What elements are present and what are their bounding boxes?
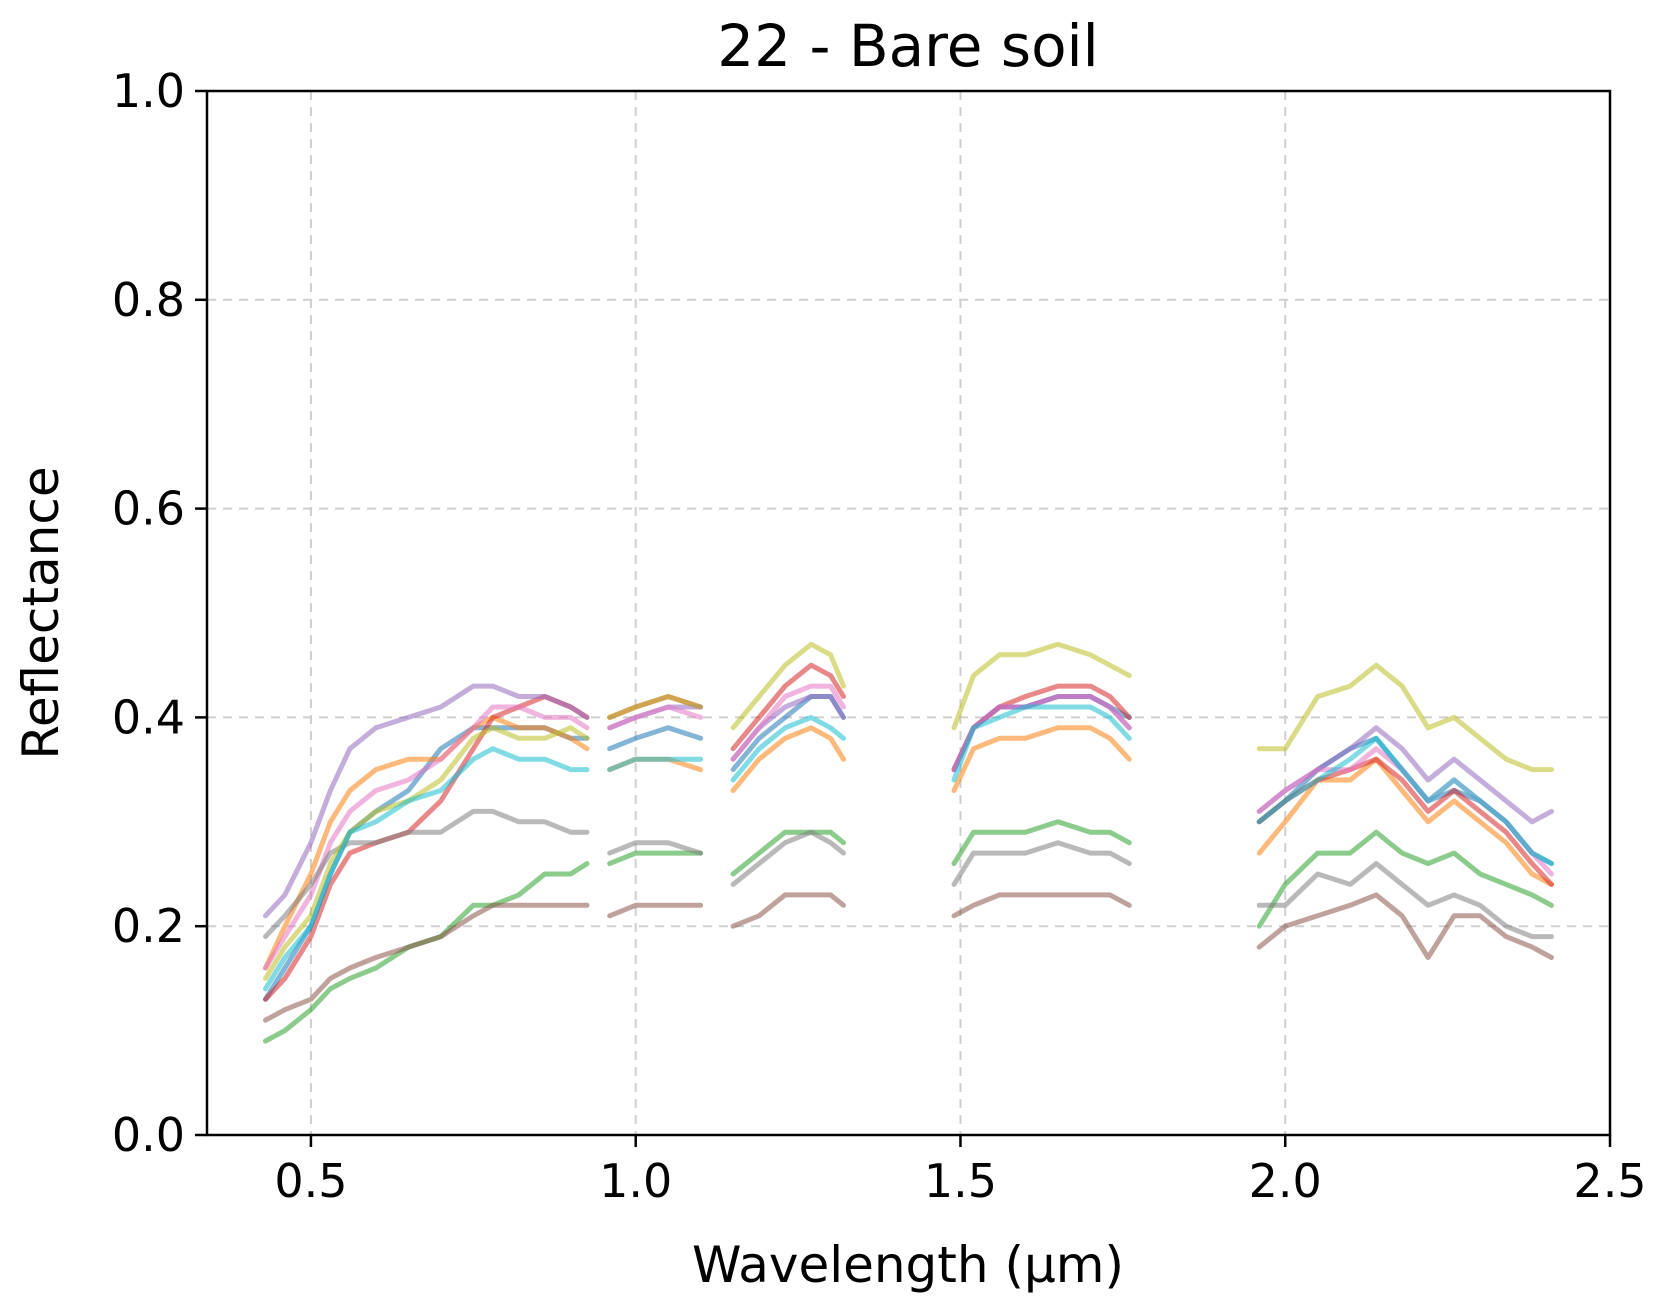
y-tick-label: 0.6 xyxy=(112,482,185,536)
spectrum-segment xyxy=(607,756,704,773)
spectrum-segment xyxy=(607,902,704,919)
y-tick-label: 0.0 xyxy=(112,1108,185,1162)
spectrum-segment xyxy=(730,641,846,731)
y-tick-label: 1.0 xyxy=(112,64,185,118)
spectrum-segment xyxy=(607,704,704,731)
spectrum-series-6 xyxy=(263,892,1554,1023)
spectrum-segment xyxy=(1256,662,1554,773)
y-axis-label: Reflectance xyxy=(12,466,70,759)
y-tick-label: 0.8 xyxy=(112,273,185,327)
grid-lines xyxy=(207,90,1611,1136)
spectrum-segment xyxy=(1256,735,1554,867)
spectrum-segment xyxy=(730,662,846,752)
spectrum-segment xyxy=(263,694,590,1002)
spectrum-segment xyxy=(263,902,590,1023)
x-tick-label: 2.5 xyxy=(1573,1154,1646,1208)
spectrum-segment xyxy=(1256,756,1554,887)
x-tick-label: 0.5 xyxy=(274,1154,347,1208)
spectrum-segment xyxy=(951,725,1132,793)
spectrum-segment xyxy=(730,829,846,877)
plot-frame xyxy=(205,89,1612,1137)
spectrum-segment xyxy=(263,714,590,971)
spectrum-series-5 xyxy=(263,683,1554,919)
y-tick-label: 0.2 xyxy=(112,899,185,953)
spectrum-series-8 xyxy=(263,808,1554,940)
spectrum-segment xyxy=(607,694,704,720)
x-tick-label: 2.0 xyxy=(1249,1154,1322,1208)
y-axis-ticks: 0.0 0.2 0.4 0.6 0.8 1.0 xyxy=(112,64,207,1162)
spectrum-series-3 xyxy=(263,819,1554,1044)
spectrum-segment xyxy=(263,725,590,981)
spectrum-segment xyxy=(730,683,846,762)
spectrum-segment xyxy=(730,725,846,793)
spectrum-segment xyxy=(730,714,846,783)
spectrum-segment xyxy=(951,683,1132,773)
spectrum-series-4 xyxy=(263,662,1554,1002)
spectrum-segment xyxy=(951,641,1132,731)
series-layer xyxy=(263,641,1554,1044)
spectrum-segment xyxy=(951,840,1132,887)
chart-title: 22 - Bare soil xyxy=(717,12,1099,80)
x-tick-label: 1.0 xyxy=(599,1154,672,1208)
spectrum-segment xyxy=(951,892,1132,919)
spectrum-series-9 xyxy=(263,641,1554,981)
spectrum-segment xyxy=(263,704,590,971)
spectrum-segment xyxy=(607,840,704,856)
y-tick-label: 0.4 xyxy=(112,690,185,744)
spectrum-segment xyxy=(263,683,590,919)
spectrum-segment xyxy=(1256,892,1554,960)
spectrum-series-10 xyxy=(263,704,1554,992)
spectrum-segment xyxy=(263,746,590,992)
x-tick-label: 1.5 xyxy=(924,1154,997,1208)
spectrum-segment xyxy=(951,704,1132,783)
spectrum-segment xyxy=(951,819,1132,867)
spectrum-segment xyxy=(730,829,846,887)
spectrum-segment xyxy=(730,892,846,929)
spectrum-segment xyxy=(263,808,590,940)
spectrum-segment xyxy=(607,725,704,752)
x-axis-label: Wavelength (μm) xyxy=(692,1236,1124,1294)
spectrum-segment xyxy=(1256,829,1554,929)
x-axis-ticks: 0.5 1.0 1.5 2.0 2.5 xyxy=(274,1135,1647,1208)
spectrum-segment xyxy=(607,850,704,867)
spectrum-segment xyxy=(1256,861,1554,940)
